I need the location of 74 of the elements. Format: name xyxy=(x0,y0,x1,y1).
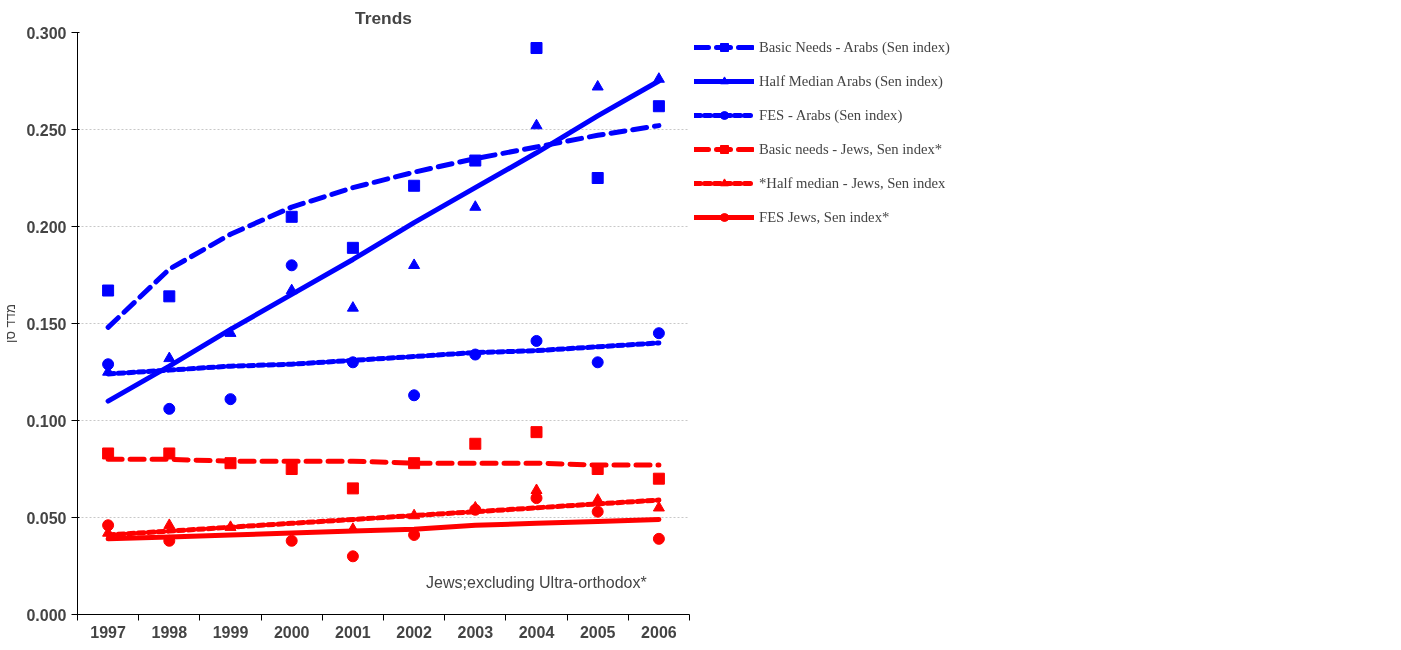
legend-label: Half Median Arabs (Sen index) xyxy=(759,72,943,90)
chart-title: Trends xyxy=(355,7,412,28)
point xyxy=(591,172,604,184)
point xyxy=(591,79,604,91)
point xyxy=(346,241,359,254)
point xyxy=(469,348,482,361)
x-tick-label: 1997 xyxy=(90,623,126,641)
point xyxy=(408,258,421,269)
legend-label: Basic needs - Jews, Sen index* xyxy=(759,140,943,158)
x-tick-label: 2001 xyxy=(335,623,371,641)
y-axis-title: מדד סן xyxy=(3,304,19,343)
x-tick-label: 2003 xyxy=(457,623,494,641)
x-tick-label: 2004 xyxy=(518,623,555,641)
point xyxy=(469,437,482,450)
y-tick-label: 0.000 xyxy=(26,606,67,624)
point xyxy=(408,457,421,470)
point xyxy=(285,210,298,223)
point xyxy=(652,532,665,545)
point xyxy=(224,520,237,531)
point xyxy=(285,283,298,295)
point xyxy=(285,259,298,272)
point xyxy=(469,503,482,516)
legend-label: FES - Arabs (Sen index) xyxy=(759,106,903,124)
point xyxy=(408,389,421,402)
point xyxy=(163,351,176,363)
y-tick-label: 0.100 xyxy=(26,412,67,430)
point xyxy=(224,457,237,470)
point xyxy=(163,534,176,547)
point xyxy=(102,284,115,297)
point xyxy=(163,290,176,303)
x-tick-label: 2005 xyxy=(579,623,616,641)
point xyxy=(530,42,543,55)
point xyxy=(652,327,665,340)
y-tick-label: 0.250 xyxy=(26,121,67,139)
point xyxy=(102,447,115,460)
point xyxy=(285,534,298,547)
point xyxy=(346,550,359,563)
point xyxy=(652,100,665,113)
x-tick-label: 2006 xyxy=(641,623,677,641)
point xyxy=(530,426,543,439)
legend-label: *Half median - Jews, Sen index xyxy=(759,174,946,192)
point xyxy=(224,393,237,406)
point xyxy=(163,402,176,415)
y-tick-label: 0.050 xyxy=(26,509,67,527)
point xyxy=(102,519,115,532)
legend-label: FES Jews, Sen index* xyxy=(759,208,890,226)
y-tick-label: 0.200 xyxy=(26,218,67,236)
point xyxy=(346,356,359,369)
annotation: Jews;excluding Ultra-orthodox* xyxy=(426,574,647,592)
point xyxy=(408,508,421,520)
point xyxy=(224,326,237,337)
point xyxy=(346,301,359,312)
x-tick-label: 2002 xyxy=(396,623,432,641)
x-tick-label: 2000 xyxy=(273,623,310,641)
point xyxy=(163,447,176,460)
point xyxy=(591,505,604,518)
y-tick-label: 0.300 xyxy=(26,24,67,42)
point xyxy=(652,72,665,83)
point xyxy=(591,493,604,504)
point xyxy=(469,200,482,211)
point xyxy=(469,154,482,167)
y-tick-label: 0.150 xyxy=(26,315,67,333)
point xyxy=(530,334,543,347)
point xyxy=(102,358,115,371)
legend-label: Basic Needs - Arabs (Sen index) xyxy=(759,38,950,56)
point xyxy=(652,472,665,485)
point xyxy=(285,463,298,475)
point xyxy=(591,356,604,369)
point xyxy=(346,482,359,495)
point xyxy=(408,179,421,192)
x-tick-label: 1999 xyxy=(212,623,249,641)
x-tick-label: 1998 xyxy=(151,623,188,641)
point xyxy=(163,518,176,529)
point xyxy=(530,118,543,130)
